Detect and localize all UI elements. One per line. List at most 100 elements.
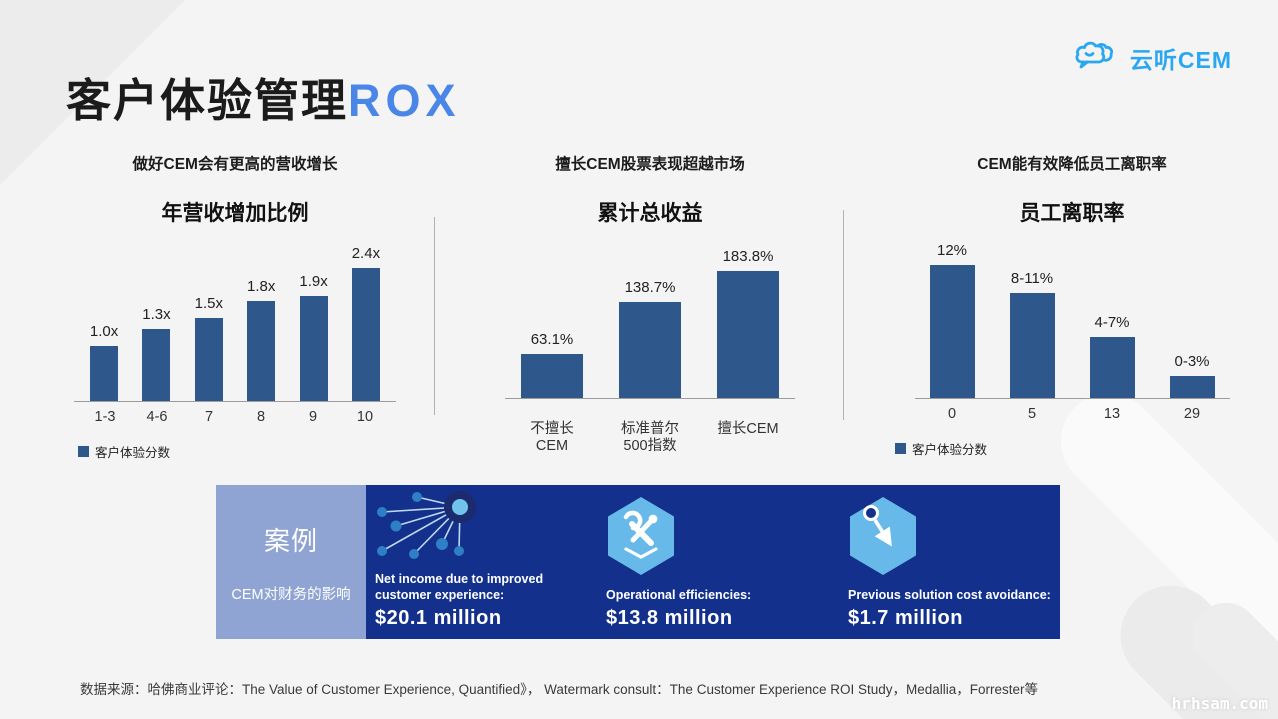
data-source-note: 数据来源：哈佛商业评论：The Value of Customer Experi… [80,682,1039,697]
bar-group: 2.4x [352,244,380,401]
bar [929,265,975,398]
chart-legend: 客户体验分数 [78,442,410,461]
bar-group: 183.8% [717,247,779,398]
chart-title: 员工离职率 [1019,202,1125,225]
bar-value-label: 4-7% [1094,314,1130,331]
metric-caption-line: Net income due to improved [375,572,544,586]
bar-value-label: 12% [936,242,968,259]
brand-logo-text: 云听CEM [1129,46,1232,73]
category-label: 1-3 [94,409,116,425]
category-label: 29 [1183,406,1201,422]
page-title-main: 客户体验管理 [66,75,349,126]
bar [717,271,779,398]
bar-group: 1.3x [142,305,171,401]
chart-revenue-growth: 做好CEM会有更高的营收增长 年营收增加比例 1.0x 1.3x 1.5x 1.8x 1… [60,155,410,461]
bar-group: 4-7% [1089,313,1135,398]
metric-net-income: Net income due to improved customer expe… [366,485,604,639]
metric-caption-line: Previous solution cost avoidance: [848,587,1051,602]
case-subtitle: CEM对财务的影响 [231,586,351,603]
bar-value-label: 183.8% [722,248,774,265]
chart-title: 年营收增加比例 [161,202,309,225]
metric-caption-line: Operational efficiencies: [606,587,752,602]
bar-group: 1.9x [299,272,328,401]
bar [1169,376,1215,398]
page-title: 客户体验管理ROX [66,64,461,129]
watermark: hrhsam.com [1171,694,1268,713]
chart-title: 累计总收益 [597,202,703,225]
bar-value-label: 138.7% [624,279,676,296]
category-label: 7 [204,409,214,425]
metric-cost-avoidance: Previous solution cost avoidance: $1.7 m… [846,485,1060,639]
chart-employee-turnover: CEM能有效降低员工离职率 员工离职率 12% 8-11% 4-7% 0-3% 0 5 1… [872,155,1272,458]
bar-group: 1.8x [247,277,275,401]
category-label: 5 [1027,406,1037,422]
bar-group: 63.1% [521,330,583,398]
bar [1009,293,1055,398]
bar [351,268,380,401]
bar-group: 1.5x [195,294,223,401]
metric-value: $20.1 million [375,607,502,629]
chart-total-returns: 擅长CEM股票表现超越市场 累计总收益 63.1% 138.7% 183.8% 不擅… [468,155,832,455]
category-label: 擅长CEM [717,421,779,437]
arrow-decrease-hexagon-icon [848,497,918,580]
category-axis: 0 5 13 29 [872,406,1272,423]
vertical-divider [434,217,435,415]
bar-group: 12% [929,241,975,398]
bar-value-label: 0-3% [1174,353,1210,370]
bar-value-label: 8-11% [1010,270,1054,287]
bar-group: 1.0x [90,322,118,401]
bar [142,329,171,401]
category-label: 13 [1103,406,1121,422]
chart-claim-heading: 做好CEM会有更高的营收增长 [132,156,338,173]
bar-value-label: 1.9x [299,273,328,290]
case-label-panel: 案例 CEM对财务的影响 [216,485,366,639]
bar-group: 8-11% [1009,269,1055,398]
bar-group: 138.7% [619,278,681,398]
metric-value: $13.8 million [606,607,733,629]
bar-value-label: 63.1% [530,331,574,348]
bar [619,302,681,398]
legend-label: 客户体验分数 [95,446,171,460]
metric-value: $1.7 million [848,607,963,629]
legend-swatch-icon [895,443,906,454]
category-label: 不擅长 CEM [530,421,574,454]
bar [1089,337,1135,398]
category-label: 标准普尔 500指数 [621,421,679,454]
bar-value-label: 1.5x [194,295,223,312]
page-title-accent: ROX [348,75,461,126]
bar-value-label: 1.3x [142,306,171,323]
bar-value-label: 1.0x [89,323,119,340]
category-axis: 不擅长 CEM 标准普尔 500指数 擅长CEM [468,421,832,455]
category-axis: 1-3 4-6 7 8 9 10 [60,409,410,426]
case-label: 案例 [263,525,318,556]
chart-claim-heading: 擅长CEM股票表现超越市场 [555,156,745,173]
cloud-chat-logo-icon [1071,36,1125,79]
metric-caption-line: customer experience: [375,587,505,602]
case-metrics-panel: Net income due to improved customer expe… [366,485,1060,639]
bar [521,354,583,398]
case-banner: 案例 CEM对财务的影响 [216,485,1060,639]
bar-value-label: 1.8x [247,278,276,295]
bar-group: 0-3% [1169,352,1215,398]
vertical-divider [843,210,844,420]
bar [90,346,119,401]
category-label: 8 [256,409,266,425]
bar-plot-area: 1.0x 1.3x 1.5x 1.8x 1.9x 2.4x [74,229,396,402]
legend-swatch-icon [78,446,89,457]
category-label: 0 [947,406,957,422]
legend-label: 客户体验分数 [912,443,988,457]
bar-value-label: 2.4x [351,245,381,262]
category-label: 9 [308,409,318,425]
bar-plot-area: 63.1% 138.7% 183.8% [505,229,795,399]
brand-logo: 云听CEM [1071,36,1232,79]
category-label: 10 [356,409,374,425]
bar-plot-area: 12% 8-11% 4-7% 0-3% [914,229,1230,399]
bar [194,318,223,401]
bar [247,301,276,401]
chart-legend: 客户体验分数 [895,439,1272,458]
tools-hexagon-icon [606,497,676,580]
chart-claim-heading: CEM能有效降低员工离职率 [977,156,1167,173]
category-label: 4-6 [146,409,168,425]
metric-operational-efficiencies: Operational efficiencies: $13.8 million [604,485,846,639]
